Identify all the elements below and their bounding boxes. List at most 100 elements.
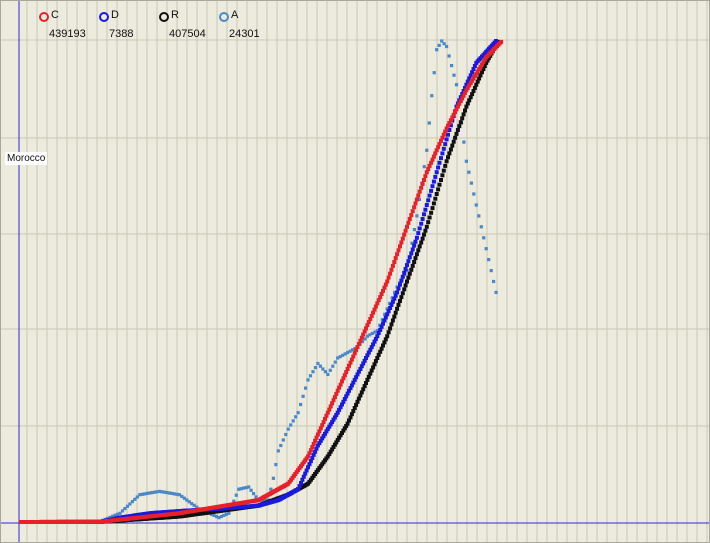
data-point-c (359, 335, 364, 340)
data-point-a (308, 374, 313, 378)
data-point-d (416, 231, 421, 236)
data-point-c (468, 81, 473, 86)
data-point-r (393, 310, 398, 315)
data-point-d (463, 85, 467, 90)
data-point-c (330, 401, 335, 406)
data-point-d (320, 436, 325, 441)
data-point-r (362, 384, 367, 389)
data-point-a (224, 512, 228, 516)
data-point-d (349, 383, 354, 388)
data-point-c (480, 62, 484, 67)
data-point-d (423, 207, 428, 212)
legend-marker-c (39, 12, 49, 22)
data-point-a (427, 121, 431, 125)
data-point-c (325, 410, 330, 415)
data-point-a (447, 54, 451, 58)
data-point-a (338, 355, 342, 359)
data-point-c (348, 360, 353, 365)
data-point-r (354, 402, 359, 407)
data-point-d (371, 342, 376, 347)
data-point-c (406, 220, 411, 225)
data-point-d (375, 334, 380, 339)
data-point-d (385, 312, 390, 317)
data-point-d (354, 375, 359, 380)
data-point-a (247, 485, 251, 489)
data-point-a (318, 364, 322, 368)
data-point-d (395, 290, 400, 295)
data-point-c (392, 260, 397, 264)
data-point-r (342, 426, 347, 431)
data-point-r (330, 447, 335, 452)
data-point-r (422, 232, 426, 237)
data-point-a (467, 170, 471, 174)
data-point-d (409, 251, 414, 256)
data-point-r (349, 412, 354, 417)
data-point-a (120, 509, 125, 513)
data-point-d (328, 422, 333, 427)
data-point-c (475, 69, 480, 74)
data-point-r (388, 326, 393, 331)
data-point-r (439, 178, 443, 182)
data-point-c (369, 313, 374, 318)
data-point-a (415, 214, 419, 218)
data-point-a (291, 419, 295, 423)
data-point-d (390, 299, 395, 304)
data-point-r (386, 330, 391, 335)
data-point-d (422, 212, 426, 217)
data-point-c (424, 170, 429, 175)
data-point-c (436, 145, 441, 150)
data-point-r (471, 89, 476, 93)
data-point-c (317, 429, 322, 434)
data-point-d (471, 67, 476, 72)
data-point-d (324, 429, 329, 434)
data-point-r (331, 445, 336, 449)
data-point-a (175, 492, 179, 496)
data-point-d (431, 179, 436, 184)
data-point-r (427, 215, 432, 220)
data-point-a (442, 42, 446, 46)
data-point-a (261, 498, 266, 502)
data-point-c (439, 138, 443, 143)
data-point-r (372, 362, 377, 367)
data-point-a (343, 352, 347, 356)
data-point-a (410, 241, 414, 245)
data-point-d (388, 306, 393, 310)
data-point-a (276, 449, 280, 453)
data-point-c (499, 39, 504, 44)
data-point-d (405, 263, 409, 268)
data-point-c (342, 373, 347, 378)
data-point-a (393, 290, 397, 294)
data-point-c (420, 181, 425, 186)
data-point-a (170, 491, 174, 495)
data-point-c (321, 420, 326, 425)
data-point-d (429, 188, 434, 193)
data-point-r (400, 291, 405, 296)
data-point-c (308, 448, 313, 453)
data-point-c (389, 267, 394, 272)
data-point-r (383, 337, 388, 342)
data-point-d (424, 203, 429, 207)
data-point-r (474, 82, 479, 87)
data-point-r (423, 228, 428, 233)
data-point-d (310, 456, 315, 460)
data-point-c (311, 441, 316, 446)
data-point-a (373, 330, 377, 334)
data-point-d (337, 407, 342, 412)
legend-marker-r (159, 12, 169, 22)
data-point-c (429, 160, 434, 165)
data-point-a (365, 334, 369, 338)
data-point-c (313, 438, 318, 443)
data-point-r (463, 108, 467, 113)
legend-value-c: 439193 (49, 28, 86, 40)
data-point-a (115, 512, 120, 516)
data-point-c (324, 413, 329, 418)
data-point-r (344, 424, 349, 428)
data-point-a (187, 500, 191, 504)
data-point-d (426, 198, 431, 203)
data-point-a (385, 307, 389, 311)
data-point-d (327, 424, 332, 429)
data-point-r (338, 433, 343, 438)
data-point-a (222, 513, 226, 517)
data-point-d (434, 170, 439, 175)
data-point-a (192, 503, 196, 507)
